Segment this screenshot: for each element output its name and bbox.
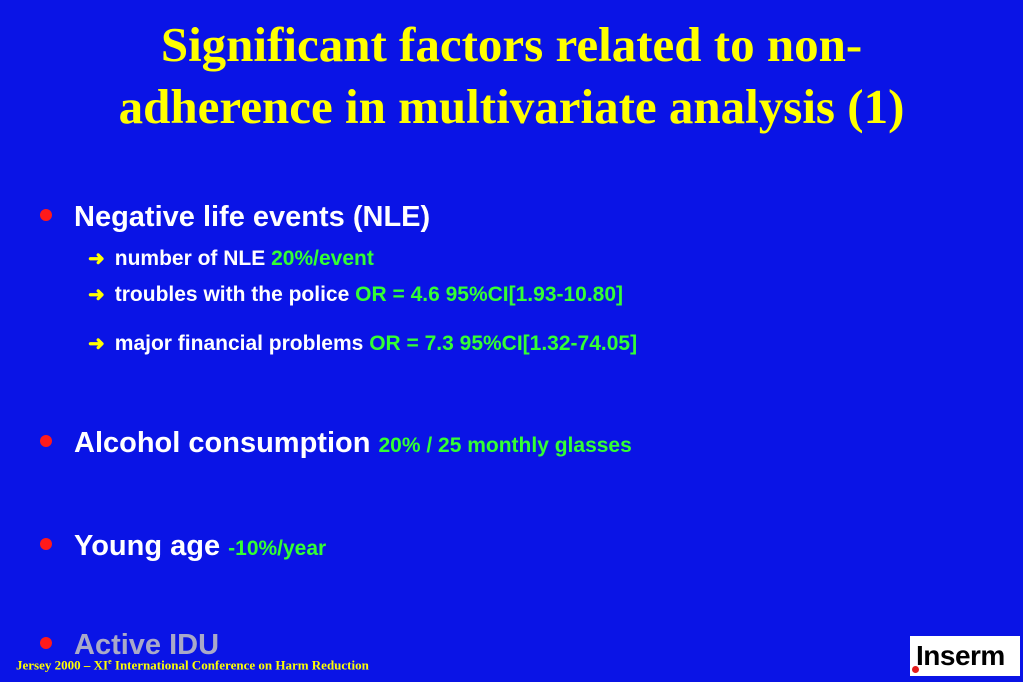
arrow-right-icon: ➜: [88, 248, 105, 270]
bullet-label: Negative life events (NLE): [74, 201, 431, 233]
subitem-label: major financial problems: [114, 332, 364, 355]
subitem-number-of-nle: ➜ number of NLE 20%/event: [88, 246, 374, 272]
arrow-right-icon: ➜: [88, 284, 105, 306]
subitem-label: troubles with the police: [114, 283, 350, 306]
red-dot-icon: [40, 435, 52, 448]
logo-text: Inserm: [916, 640, 1005, 671]
slide-title: Significant factors related to non- adhe…: [0, 14, 1023, 138]
bullet-label: Active IDU: [74, 629, 220, 661]
bullet-value: -10%/year: [228, 537, 327, 560]
footer-superscript: e: [108, 657, 112, 666]
bullet-label: Young age: [74, 530, 221, 562]
footer-text-before: Jersey 2000 – XI: [16, 657, 109, 673]
footer-text-after: International Conference on Harm Reducti…: [111, 657, 369, 673]
bullet-young-age: Young age -10%/year: [40, 529, 326, 566]
logo-dot-icon: [912, 666, 919, 673]
footer-conference: Jersey 2000 – XIe International Conferen…: [16, 657, 369, 673]
bullet-label: Alcohol consumption: [74, 427, 371, 459]
subitem-troubles-with-police: ➜ troubles with the police OR = 4.6 95%CI…: [88, 282, 623, 308]
arrow-right-icon: ➜: [88, 333, 105, 355]
subitem-major-financial-problems: ➜ major financial problems OR = 7.3 95%CI…: [88, 331, 637, 357]
bullet-negative-life-events: Negative life events (NLE): [40, 200, 430, 234]
red-dot-icon: [40, 637, 52, 650]
bullet-active-idu: Active IDU: [40, 628, 219, 662]
slide-title-line1: Significant factors related to non-: [160, 17, 863, 72]
subitem-value: OR = 7.3 95%CI[1.32-74.05]: [369, 332, 638, 355]
bullet-alcohol-consumption: Alcohol consumption 20% / 25 monthly gla…: [40, 426, 632, 463]
red-dot-icon: [40, 209, 52, 222]
subitem-value: 20%/event: [271, 247, 374, 270]
subitem-value: OR = 4.6 95%CI[1.93-10.80]: [355, 283, 624, 306]
red-dot-icon: [40, 538, 52, 551]
subitem-label: number of NLE: [114, 247, 266, 270]
bullet-value: 20% / 25 monthly glasses: [378, 434, 632, 457]
slide-title-line2: adherence in multivariate analysis (1): [118, 79, 905, 134]
inserm-logo: Inserm: [910, 636, 1020, 676]
